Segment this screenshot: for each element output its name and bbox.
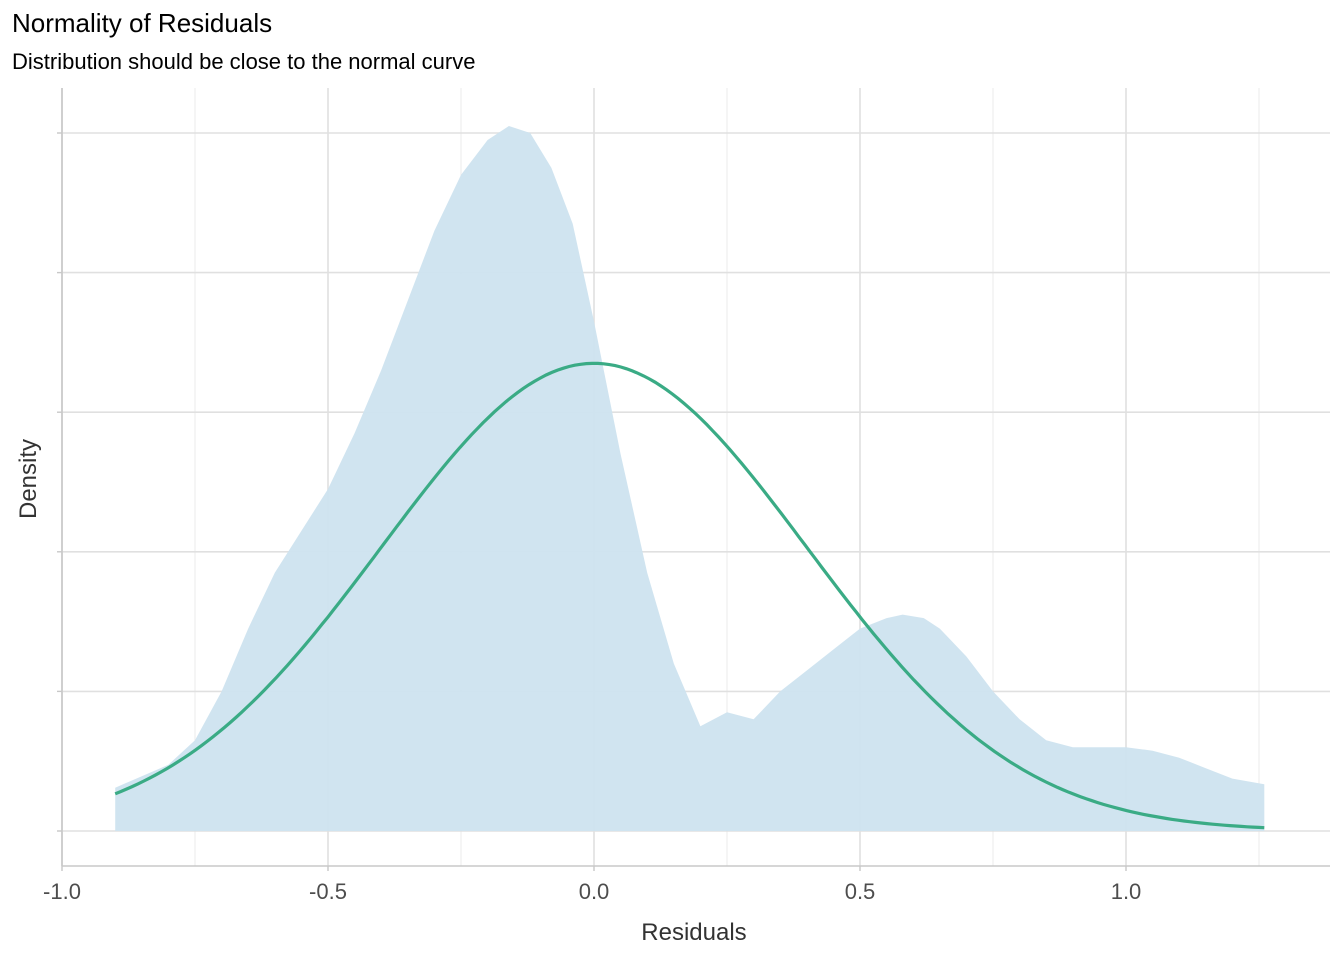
chart-subtitle: Distribution should be close to the norm… xyxy=(12,49,476,74)
normal-curve-line xyxy=(114,361,1265,830)
density-area xyxy=(115,126,1265,831)
axes: -1.0 -0.5 0.0 0.5 1.0 xyxy=(43,88,1330,904)
chart-title: Normality of Residuals xyxy=(12,8,273,38)
series-layer xyxy=(114,126,1265,831)
x-tick-label: 1.0 xyxy=(1111,879,1142,904)
x-axis-title: Residuals xyxy=(641,919,746,946)
y-axis-title: Density xyxy=(15,439,42,519)
x-tick-label: 0.5 xyxy=(845,879,876,904)
x-tick-label: -1.0 xyxy=(43,879,81,904)
x-tick-label: 0.0 xyxy=(579,879,610,904)
x-tick-label: -0.5 xyxy=(309,879,347,904)
